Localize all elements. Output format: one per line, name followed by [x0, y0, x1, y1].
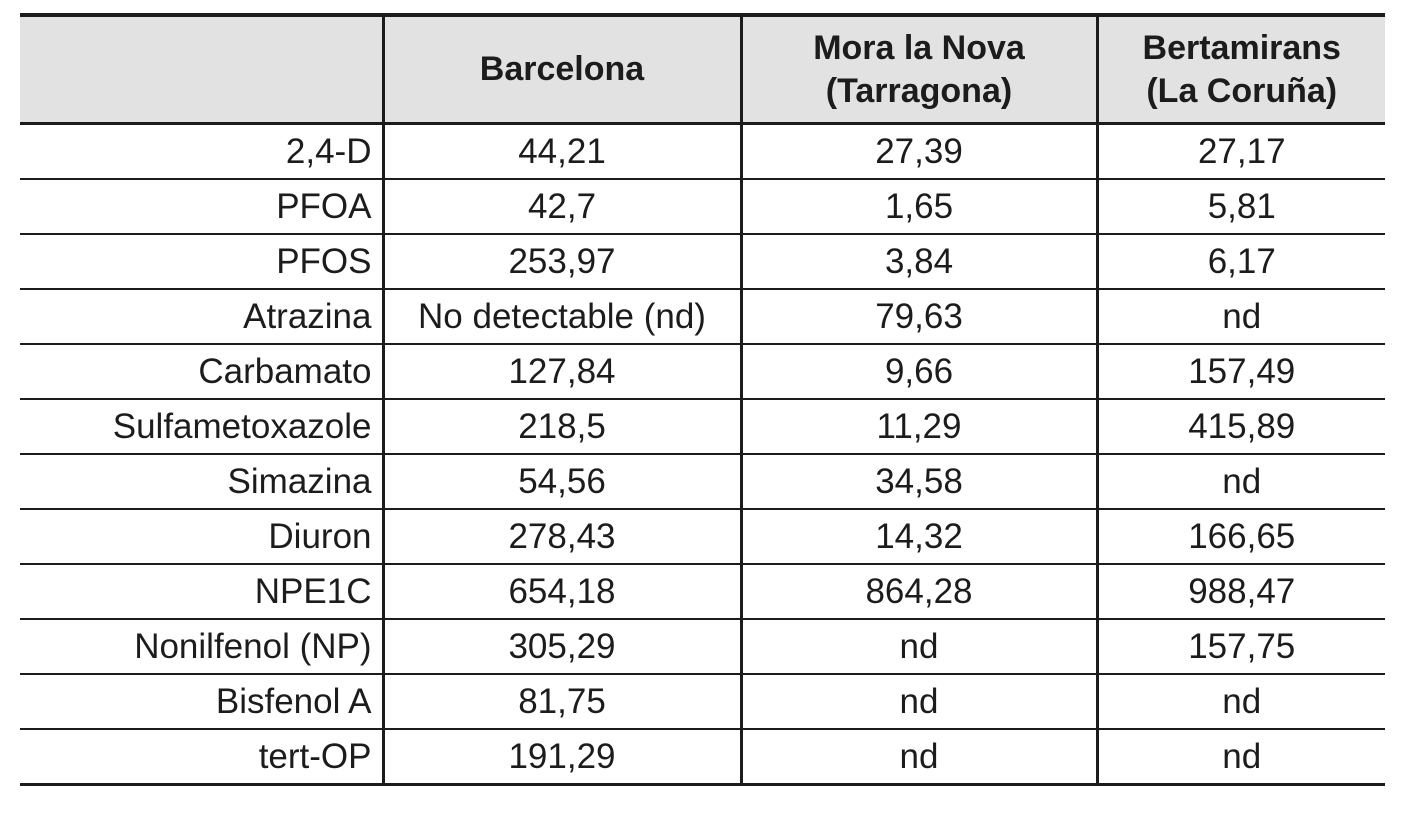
header-bertamirans: Bertamirans (La Coruña) — [1095, 15, 1385, 125]
row-label-24d: 2,4-D — [20, 122, 383, 179]
cell-value: 6,17 — [1095, 233, 1385, 289]
row-label-npe1c: NPE1C — [20, 563, 383, 619]
row-label-simazina: Simazina — [20, 453, 383, 509]
cell-value: 5,81 — [1095, 178, 1385, 234]
cell-value: 191,29 — [381, 728, 741, 785]
table-row: PFOA 42,7 1,65 5,81 — [20, 178, 1385, 234]
cell-value: 218,5 — [381, 398, 741, 454]
cell-value: 9,66 — [739, 343, 1097, 399]
cell-value: nd — [739, 728, 1097, 785]
cell-value: 54,56 — [381, 453, 741, 509]
cell-value: 654,18 — [381, 563, 741, 619]
cell-value: 166,65 — [1095, 508, 1385, 564]
cell-value: 415,89 — [1095, 398, 1385, 454]
table-row: Bisfenol A 81,75 nd nd — [20, 673, 1385, 729]
cell-value: 79,63 — [739, 288, 1097, 344]
header-mora-la-nova: Mora la Nova (Tarragona) — [739, 15, 1097, 125]
cell-value: 3,84 — [739, 233, 1097, 289]
cell-value: 278,43 — [381, 508, 741, 564]
table-row: Simazina 54,56 34,58 nd — [20, 453, 1385, 509]
cell-value: 27,39 — [739, 122, 1097, 179]
cell-value: nd — [1095, 453, 1385, 509]
cell-value: 1,65 — [739, 178, 1097, 234]
cell-value: nd — [1095, 288, 1385, 344]
header-row: Barcelona Mora la Nova (Tarragona) Berta… — [20, 15, 1385, 125]
cell-value: 157,49 — [1095, 343, 1385, 399]
table-row: PFOS 253,97 3,84 6,17 — [20, 233, 1385, 289]
cell-value: 157,75 — [1095, 618, 1385, 674]
row-label-bisfenol-a: Bisfenol A — [20, 673, 383, 729]
row-label-diuron: Diuron — [20, 508, 383, 564]
table-row: Diuron 278,43 14,32 166,65 — [20, 508, 1385, 564]
cell-value: 988,47 — [1095, 563, 1385, 619]
table-row: NPE1C 654,18 864,28 988,47 — [20, 563, 1385, 619]
header-empty-cell — [20, 15, 383, 125]
cell-value: 127,84 — [381, 343, 741, 399]
cell-value: 34,58 — [739, 453, 1097, 509]
cell-value: 27,17 — [1095, 122, 1385, 179]
row-label-carbamato: Carbamato — [20, 343, 383, 399]
cell-value: nd — [1095, 673, 1385, 729]
cell-value: 81,75 — [381, 673, 741, 729]
row-label-pfoa: PFOA — [20, 178, 383, 234]
row-label-nonilfenol: Nonilfenol (NP) — [20, 618, 383, 674]
cell-value: 305,29 — [381, 618, 741, 674]
cell-value: 864,28 — [739, 563, 1097, 619]
row-label-pfos: PFOS — [20, 233, 383, 289]
table-row: Carbamato 127,84 9,66 157,49 — [20, 343, 1385, 399]
cell-value: 14,32 — [739, 508, 1097, 564]
cell-value: nd — [739, 673, 1097, 729]
header-barcelona: Barcelona — [381, 15, 741, 125]
cell-value: No detectable (nd) — [381, 288, 741, 344]
table-row: Atrazina No detectable (nd) 79,63 nd — [20, 288, 1385, 344]
table-row: Sulfametoxazole 218,5 11,29 415,89 — [20, 398, 1385, 454]
table-row: Nonilfenol (NP) 305,29 nd 157,75 — [20, 618, 1385, 674]
cell-value: nd — [739, 618, 1097, 674]
table-row: tert-OP 191,29 nd nd — [20, 728, 1385, 785]
contaminants-concentration-table: Barcelona Mora la Nova (Tarragona) Berta… — [20, 13, 1385, 786]
row-label-atrazina: Atrazina — [20, 288, 383, 344]
cell-value: 42,7 — [381, 178, 741, 234]
row-label-tert-op: tert-OP — [20, 728, 383, 785]
row-label-sulfametoxazole: Sulfametoxazole — [20, 398, 383, 454]
cell-value: 253,97 — [381, 233, 741, 289]
cell-value: nd — [1095, 728, 1385, 785]
cell-value: 11,29 — [739, 398, 1097, 454]
cell-value: 44,21 — [381, 122, 741, 179]
table-row: 2,4-D 44,21 27,39 27,17 — [20, 122, 1385, 179]
